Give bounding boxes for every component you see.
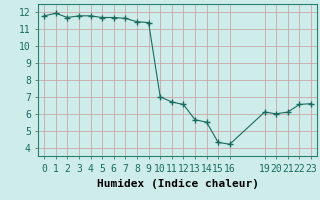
X-axis label: Humidex (Indice chaleur): Humidex (Indice chaleur) bbox=[97, 179, 259, 189]
